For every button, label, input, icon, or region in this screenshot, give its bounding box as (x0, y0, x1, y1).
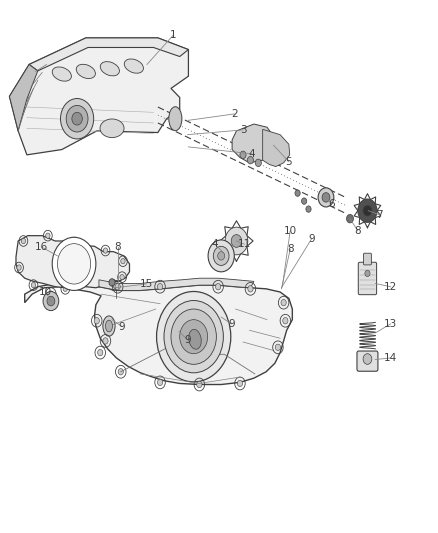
Circle shape (240, 151, 246, 159)
Circle shape (21, 238, 25, 244)
FancyBboxPatch shape (357, 351, 378, 371)
Circle shape (72, 240, 76, 245)
Polygon shape (232, 124, 274, 163)
Circle shape (322, 192, 330, 202)
Circle shape (118, 368, 124, 375)
Circle shape (318, 188, 334, 207)
Text: 5: 5 (286, 157, 292, 167)
Text: 9: 9 (184, 335, 191, 345)
Circle shape (180, 320, 208, 354)
Circle shape (208, 240, 234, 272)
Circle shape (47, 296, 55, 306)
Text: 2: 2 (231, 109, 237, 119)
Circle shape (57, 244, 91, 284)
Circle shape (215, 284, 221, 290)
Circle shape (157, 379, 162, 385)
FancyBboxPatch shape (358, 262, 377, 295)
Text: 15: 15 (139, 279, 153, 289)
Ellipse shape (169, 107, 182, 131)
Circle shape (346, 214, 353, 223)
Circle shape (52, 237, 96, 290)
Ellipse shape (124, 59, 144, 73)
Circle shape (358, 199, 377, 222)
Circle shape (48, 291, 53, 297)
Circle shape (231, 235, 242, 247)
Text: 9: 9 (228, 319, 234, 329)
Circle shape (115, 284, 120, 290)
Circle shape (103, 248, 108, 253)
Text: 8: 8 (114, 242, 121, 252)
Circle shape (237, 380, 243, 386)
Circle shape (94, 318, 99, 324)
Circle shape (171, 309, 216, 365)
Text: 10: 10 (39, 287, 52, 297)
Text: 6: 6 (328, 199, 335, 209)
Circle shape (306, 206, 311, 212)
Text: 16: 16 (35, 242, 48, 252)
Circle shape (197, 381, 202, 387)
Circle shape (295, 190, 300, 196)
Circle shape (363, 205, 372, 216)
Circle shape (72, 112, 82, 125)
Polygon shape (16, 236, 130, 288)
Polygon shape (99, 278, 254, 290)
Circle shape (17, 265, 21, 270)
Circle shape (43, 292, 59, 311)
Text: 14: 14 (384, 353, 397, 363)
Polygon shape (10, 64, 38, 131)
Circle shape (255, 159, 261, 166)
FancyBboxPatch shape (364, 253, 371, 265)
Circle shape (301, 198, 307, 204)
Circle shape (276, 344, 281, 351)
Circle shape (164, 301, 223, 373)
Ellipse shape (100, 119, 124, 138)
Text: 11: 11 (238, 239, 251, 249)
Text: 4: 4 (211, 239, 218, 249)
Text: 12: 12 (384, 282, 397, 292)
Polygon shape (10, 38, 188, 155)
Circle shape (283, 318, 288, 324)
Text: 10: 10 (284, 226, 297, 236)
Circle shape (365, 270, 370, 277)
Circle shape (111, 282, 116, 288)
Ellipse shape (106, 320, 113, 332)
Ellipse shape (103, 316, 115, 336)
Text: 7: 7 (376, 210, 383, 220)
Text: 9: 9 (119, 321, 125, 332)
Circle shape (225, 227, 248, 255)
Polygon shape (25, 284, 292, 384)
Circle shape (46, 233, 50, 238)
Circle shape (156, 292, 231, 382)
Ellipse shape (52, 67, 71, 81)
Circle shape (121, 259, 125, 264)
Circle shape (157, 284, 162, 290)
Text: 4: 4 (248, 149, 255, 159)
Circle shape (66, 106, 88, 132)
Polygon shape (29, 38, 188, 71)
Circle shape (218, 252, 225, 260)
Text: 1: 1 (170, 30, 177, 41)
Ellipse shape (76, 64, 95, 78)
Polygon shape (263, 130, 290, 166)
Ellipse shape (100, 62, 120, 76)
Text: 13: 13 (384, 319, 397, 329)
Circle shape (109, 279, 115, 286)
Text: 9: 9 (308, 234, 315, 244)
Circle shape (98, 350, 103, 356)
Circle shape (281, 300, 286, 306)
Circle shape (120, 274, 124, 280)
Ellipse shape (189, 329, 201, 349)
Circle shape (247, 157, 254, 164)
Circle shape (248, 286, 253, 292)
Circle shape (60, 99, 94, 139)
Circle shape (31, 282, 35, 288)
Circle shape (363, 354, 372, 365)
Text: 3: 3 (240, 125, 246, 135)
Text: 8: 8 (287, 245, 293, 254)
Circle shape (103, 338, 108, 344)
Text: 8: 8 (354, 226, 361, 236)
Circle shape (213, 246, 229, 265)
Circle shape (63, 286, 67, 292)
